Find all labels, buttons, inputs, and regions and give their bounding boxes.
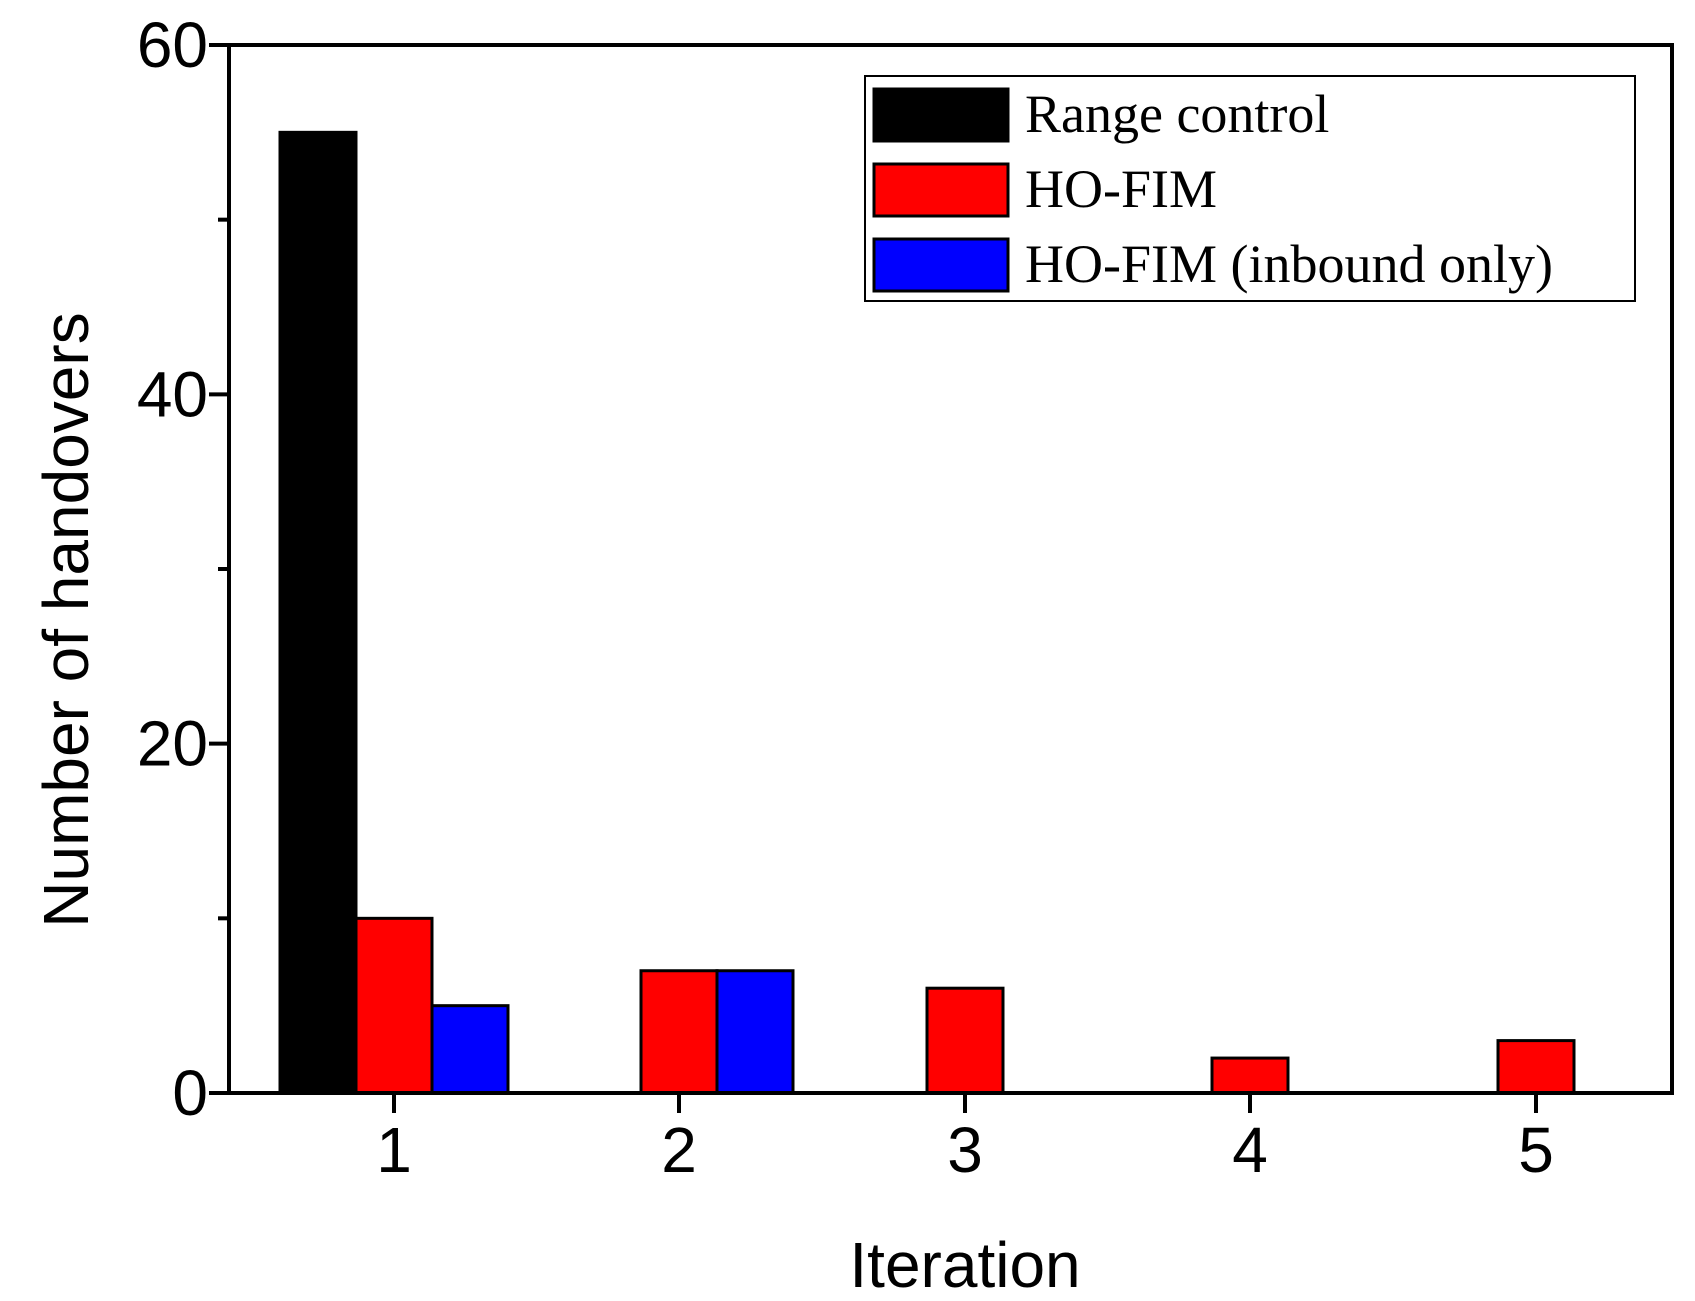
y-tick-label: 60 bbox=[137, 9, 208, 81]
legend-swatch-2 bbox=[872, 162, 1010, 218]
bar-ho-fim-iter-3 bbox=[925, 986, 1005, 1095]
bar-ho-fim-iter-4 bbox=[1210, 1056, 1290, 1095]
y-tick-label: 40 bbox=[137, 358, 208, 430]
bar-ho-fim-inbound-only-iter-1 bbox=[430, 1004, 510, 1095]
x-tick-label-2: 2 bbox=[661, 1114, 697, 1186]
y-tick-label: 0 bbox=[172, 1057, 208, 1129]
bar-ho-fim-iter-2 bbox=[639, 969, 719, 1095]
legend-label-1: Range control bbox=[1025, 84, 1329, 144]
ticks-layer: 0 20 40 60 1 2 3 4 5 bbox=[137, 9, 1554, 1186]
x-tick-label-4: 4 bbox=[1232, 1114, 1268, 1186]
bar-ho-fim-inbound-only-iter-2 bbox=[715, 969, 795, 1095]
bars-layer bbox=[278, 130, 1576, 1095]
legend-entries: Range control HO-FIM HO-FIM (inbound only) bbox=[872, 84, 1553, 294]
bar-range-control-iter-1 bbox=[278, 130, 358, 1095]
x-tick-label-3: 3 bbox=[947, 1114, 983, 1186]
legend-label-3: HO-FIM (inbound only) bbox=[1025, 234, 1553, 294]
x-tick-label-1: 1 bbox=[376, 1114, 412, 1186]
legend-swatch-3 bbox=[872, 237, 1010, 293]
y-tick-label: 20 bbox=[137, 708, 208, 780]
legend: Range control HO-FIM HO-FIM (inbound only) bbox=[864, 75, 1636, 302]
bar-ho-fim-iter-1 bbox=[354, 916, 434, 1095]
legend-swatch-1 bbox=[872, 87, 1010, 143]
bar-ho-fim-iter-5 bbox=[1496, 1039, 1576, 1095]
x-tick-label-5: 5 bbox=[1518, 1114, 1554, 1186]
y-axis-label: Number of handovers bbox=[30, 312, 102, 927]
legend-label-2: HO-FIM bbox=[1025, 159, 1217, 219]
x-axis-label: Iteration bbox=[849, 1229, 1080, 1301]
